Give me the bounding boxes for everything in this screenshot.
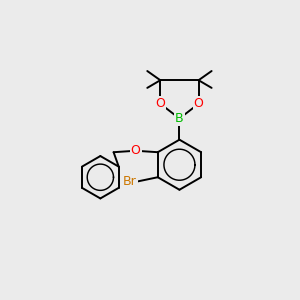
Text: O: O — [155, 97, 165, 110]
Text: O: O — [194, 97, 203, 110]
Text: Br: Br — [123, 175, 136, 188]
Text: O: O — [131, 144, 141, 157]
Text: B: B — [175, 112, 184, 125]
